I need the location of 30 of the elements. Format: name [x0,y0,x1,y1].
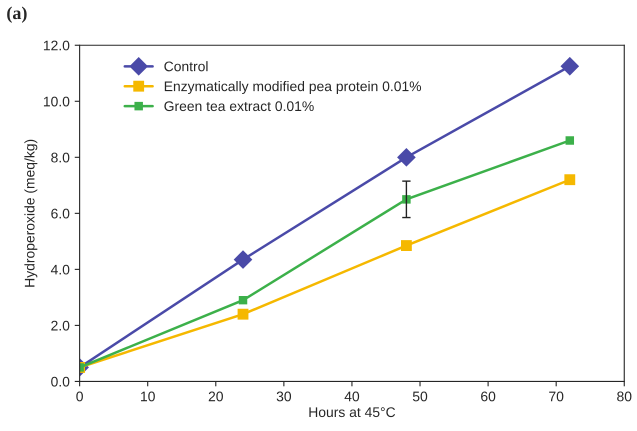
y-tick-label: 0.0 [51,376,70,387]
x-tick-label: 0 [76,392,83,402]
legend-label: Enzymatically modified pea protein 0.01% [164,81,422,94]
y-tick-label: 12.0 [44,40,70,50]
x-tick-label: 60 [481,392,496,402]
point [397,148,416,166]
y-tick-label: 6.0 [51,208,70,219]
x-axis-title: Hours at 45°C [309,407,396,418]
x-tick-label: 50 [412,392,428,402]
x-tick-label: 30 [276,392,292,402]
point [566,136,574,145]
point [234,250,252,269]
point [238,296,248,304]
legend-label: Green tea extract 0.01% [164,101,314,112]
point [564,174,576,186]
x-tick-label: 40 [344,392,360,402]
chart-title: (a) [7,6,27,23]
x-tick-label: 70 [549,392,564,402]
point [560,57,579,76]
legend-label: Control [164,61,208,72]
y-tick-label: 10.0 [44,96,70,106]
y-tick-label: 2.0 [51,320,70,331]
x-tick-label: 80 [617,392,632,402]
y-tick-label: 4.0 [50,264,70,275]
x-tick-label: 10 [141,392,155,402]
y-axis-title: Hydroperoxide (meq/kg) [24,140,38,287]
point [238,308,248,320]
y-tick-label: 8.0 [51,152,70,162]
point [400,240,412,251]
x-tick-label: 20 [208,392,223,402]
